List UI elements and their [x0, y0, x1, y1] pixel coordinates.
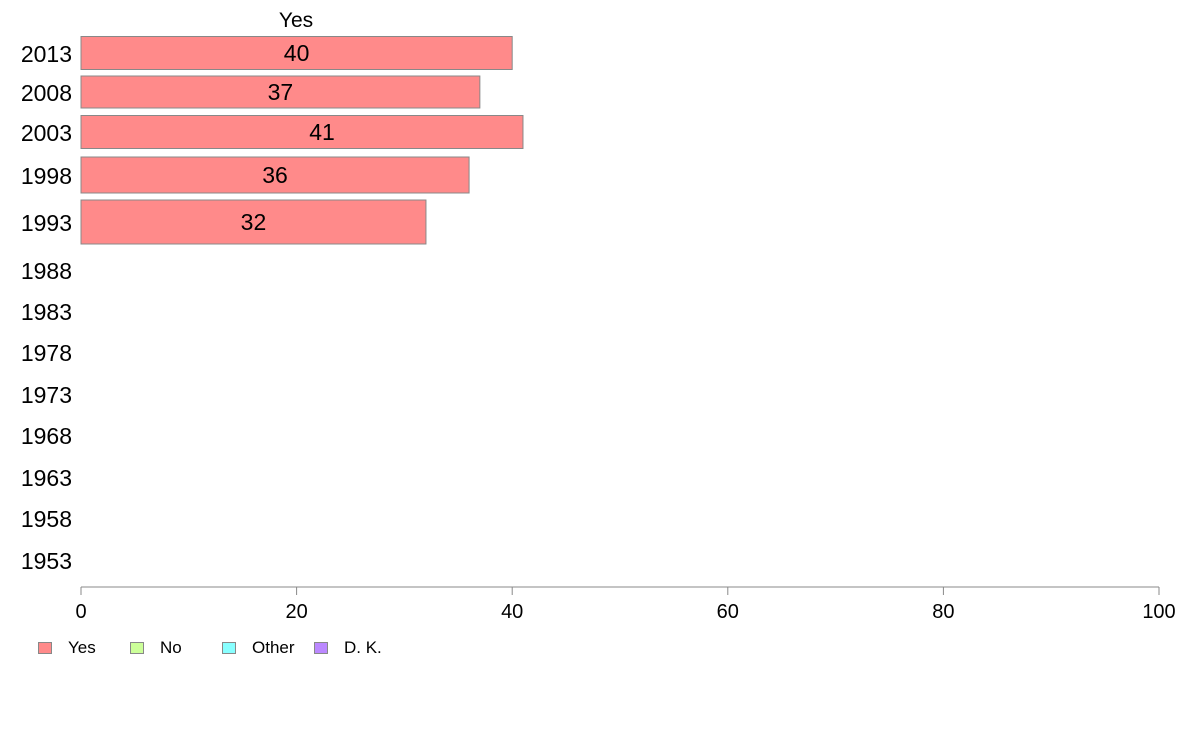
bar-2013 [80, 36, 513, 70]
y-label-1958: 1958 [21, 506, 72, 532]
legend-label-no: No [160, 638, 182, 657]
bar-label-2013: 40 [284, 40, 310, 66]
bar-label-1998: 36 [262, 162, 288, 188]
x-tick-label-20: 20 [285, 601, 307, 623]
bar-label-2008: 37 [268, 79, 294, 105]
y-label-1978: 1978 [21, 340, 72, 366]
x-tick-label-40: 40 [501, 601, 523, 623]
bar-chart: Yes 40 37 41 36 32 2013 2008 2003 1998 1993 1988 1… [21, 9, 1176, 623]
y-label-1993: 1993 [21, 210, 72, 236]
legend-item-yes: Yes [38, 638, 130, 658]
y-label-1988: 1988 [21, 258, 72, 284]
bar-label-1993: 32 [241, 209, 267, 235]
y-label-1953: 1953 [21, 548, 72, 574]
y-label-1998: 1998 [21, 163, 72, 189]
y-label-2013: 2013 [21, 41, 72, 67]
x-tick-label-100: 100 [1142, 601, 1175, 623]
legend-swatch-no [130, 642, 144, 654]
bar-1998 [80, 156, 470, 194]
legend-swatch-other [222, 642, 236, 654]
legend-label-dk: D. K. [344, 638, 382, 657]
legend-item-dk: D. K. [314, 638, 406, 658]
y-axis-labels: 2013 2008 2003 1998 1993 1988 1983 1978 1973 1968… [21, 41, 72, 574]
legend-swatch-yes [38, 642, 52, 654]
x-tick-label-0: 0 [75, 601, 86, 623]
y-label-2003: 2003 [21, 120, 72, 146]
y-label-1973: 1973 [21, 382, 72, 408]
legend-item-other: Other [222, 638, 314, 658]
panel-title: Yes [279, 9, 313, 32]
y-label-1968: 1968 [21, 423, 72, 449]
y-label-1963: 1963 [21, 465, 72, 491]
x-axis-ticks: 0 20 40 60 80 100 [75, 587, 1176, 623]
legend: Yes No Other D. K. [38, 638, 406, 658]
legend-label-yes: Yes [68, 638, 96, 657]
y-label-2008: 2008 [21, 80, 72, 106]
x-tick-label-80: 80 [932, 601, 954, 623]
y-label-1983: 1983 [21, 299, 72, 325]
bar-label-2003: 41 [309, 119, 335, 145]
bar-labels-group: 40 37 41 36 32 [241, 40, 335, 235]
bar-2008 [80, 75, 481, 109]
bars-group [80, 36, 524, 245]
bar-1993 [80, 199, 427, 245]
legend-swatch-dk [314, 642, 328, 654]
legend-item-no: No [130, 638, 222, 658]
legend-label-other: Other [252, 638, 295, 657]
x-tick-label-60: 60 [717, 601, 739, 623]
bar-2003 [80, 115, 524, 149]
